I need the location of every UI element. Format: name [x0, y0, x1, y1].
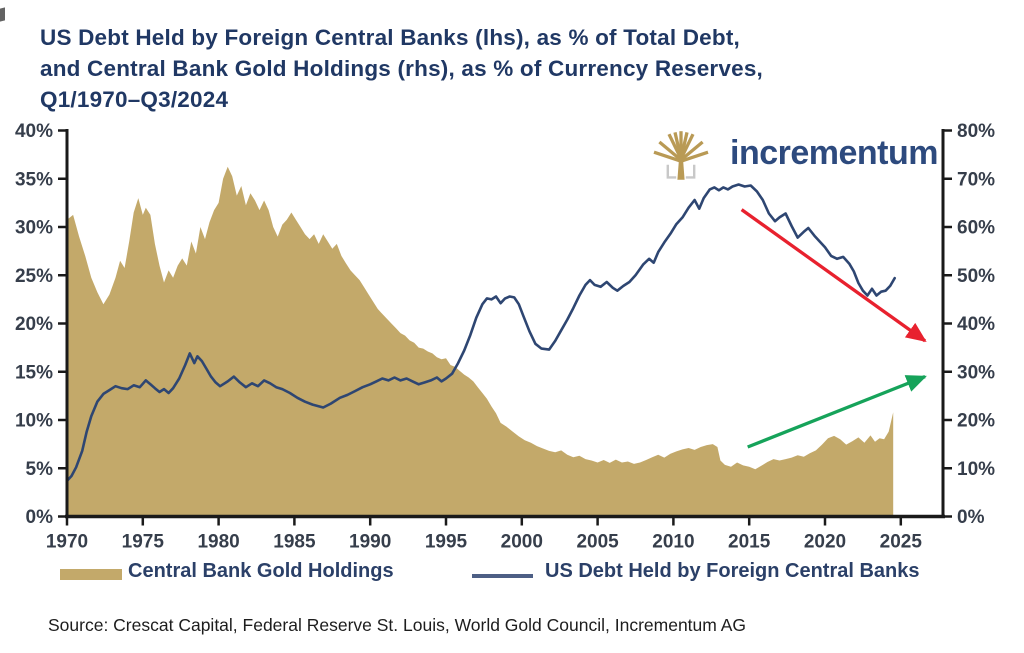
debt-line-series [65, 183, 897, 483]
bracket-marks [666, 164, 696, 179]
x-axis-tick-label: 2005 [576, 532, 619, 553]
left-axis-tick-label: 5% [26, 459, 54, 480]
right-axis-tick-label: 40% [957, 314, 995, 335]
chart-title-line-3: Q1/1970–Q3/2024 [40, 87, 229, 112]
right-axis-tick-label: 0% [957, 507, 985, 528]
logo-wordmark: incrementum [730, 134, 939, 172]
red-decline-arrow [740, 208, 927, 343]
debt-line-swatch [472, 574, 533, 578]
x-axis-tick-label: 1975 [122, 532, 165, 553]
source-attribution: Source: Crescat Capital, Federal Reserve… [48, 615, 747, 635]
left-axis-tick-label: 30% [15, 218, 53, 239]
x-axis-tick-label: 2025 [880, 532, 923, 553]
right-axis-tick-label: 60% [957, 218, 995, 239]
x-axis-tick-label: 1970 [46, 532, 88, 553]
green-rise-arrow [747, 375, 927, 449]
left-axis-tick-label: 40% [15, 121, 53, 142]
legend-label-us-debt: US Debt Held by Foreign Central Banks [545, 560, 920, 582]
legend-label-gold-holdings: Central Bank Gold Holdings [128, 560, 394, 582]
gold-area-swatch [60, 569, 122, 580]
right-axis-tick-label: 20% [957, 411, 995, 432]
left-axis-tick-label: 25% [15, 266, 53, 287]
right-axis-tick-label: 70% [957, 169, 995, 190]
left-axis-tick-label: 10% [15, 411, 53, 432]
x-axis-tick-label: 2015 [728, 532, 771, 553]
chart-title-line-1: US Debt Held by Foreign Central Banks (l… [40, 25, 740, 50]
tree-trunk [677, 156, 685, 180]
right-axis-tick-label: 50% [957, 266, 995, 287]
x-axis-tick-label: 1990 [349, 532, 391, 553]
x-axis-tick-label: 1995 [425, 532, 468, 553]
chart-title: US Debt Held by Foreign Central Banks (l… [40, 22, 970, 115]
x-axis-tick-label: 2010 [652, 532, 694, 553]
right-axis-tick-label: 10% [957, 459, 995, 480]
x-axis-tick-label: 1985 [273, 532, 316, 553]
chart-legend: Central Bank Gold Holdings US Debt Held … [0, 558, 1024, 592]
x-axis-tick-label: 1980 [197, 532, 239, 553]
tree-icon [653, 131, 709, 180]
incrementum-logo: incrementum [649, 124, 939, 184]
gold-area-series [67, 166, 894, 517]
x-axis-tick-label: 2000 [501, 532, 543, 553]
x-axis-tick-label: 2020 [804, 532, 846, 553]
chart-title-line-2: and Central Bank Gold Holdings (rhs), as… [40, 56, 763, 81]
right-axis-tick-label: 30% [957, 362, 995, 383]
left-axis-tick-label: 20% [15, 314, 53, 335]
left-axis-tick-label: 35% [15, 169, 53, 190]
left-axis-tick-label: 15% [15, 362, 53, 383]
left-axis-tick-label: 0% [26, 507, 54, 528]
right-axis-tick-label: 80% [957, 121, 995, 142]
